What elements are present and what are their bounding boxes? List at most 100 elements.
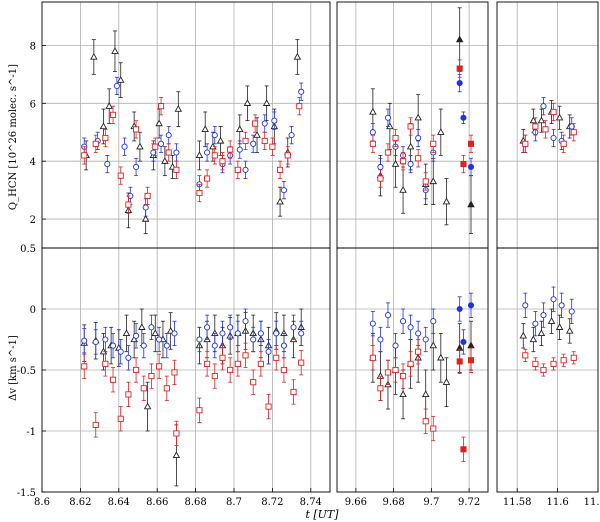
triangle-marker (143, 402, 152, 410)
y-tick-label: 4 (30, 157, 36, 168)
square-marker (540, 366, 547, 374)
square-data-point (522, 348, 529, 362)
square-data-point (377, 169, 384, 188)
square-data-point (467, 347, 475, 373)
triangle-marker (429, 177, 438, 185)
square-data-point (227, 140, 234, 159)
circle-marker (392, 342, 399, 349)
circle-marker (157, 140, 165, 147)
triangle-marker (111, 47, 119, 54)
triangle-marker (130, 335, 138, 343)
triangle-data-point (90, 39, 98, 75)
circle-data-point (211, 332, 218, 359)
circle-marker (140, 342, 147, 349)
square-data-point (430, 415, 437, 442)
triangle-marker (90, 52, 98, 60)
circle-marker (540, 312, 547, 319)
circle-data-point (558, 292, 565, 318)
square-data-point (550, 102, 557, 122)
circle-data-point (532, 311, 539, 337)
triangle-data-point (519, 323, 528, 349)
circle-data-point (273, 320, 280, 347)
circle-marker (422, 336, 429, 343)
square-data-point (384, 359, 392, 386)
square-data-point (400, 363, 407, 389)
circle-data-point (157, 134, 165, 153)
square-data-point (532, 117, 539, 136)
square-data-point (102, 128, 109, 148)
square-data-point (280, 357, 287, 383)
square-data-point (532, 357, 539, 371)
panel-frame (496, 247, 599, 493)
triangle-data-point (116, 62, 125, 98)
circle-data-point (290, 314, 297, 340)
triangle-data-point (195, 140, 204, 171)
square-marker (140, 385, 147, 392)
square-marker (522, 140, 529, 147)
square-data-point (133, 357, 140, 383)
circle-data-point (384, 302, 392, 328)
triangle-data-point (547, 308, 556, 334)
square-data-point (542, 120, 549, 139)
circle-data-point (165, 126, 172, 145)
triangle-marker (141, 214, 150, 222)
square-data-point (152, 137, 159, 156)
triangle-marker (369, 107, 377, 115)
circle-marker (540, 103, 547, 110)
circle-marker (242, 166, 249, 173)
square-marker (430, 425, 437, 432)
square-marker (422, 418, 429, 425)
square-data-point (257, 351, 264, 377)
triangle-marker (391, 159, 400, 167)
circle-data-point (460, 329, 467, 355)
square-marker (400, 373, 407, 380)
square-marker (550, 108, 557, 116)
square-data-point (296, 97, 303, 116)
circle-marker (558, 302, 565, 309)
circle-data-point (196, 326, 203, 353)
square-marker (392, 366, 399, 374)
square-marker (415, 348, 422, 355)
triangle-marker (243, 99, 252, 106)
square-marker (165, 149, 172, 156)
square-marker (92, 140, 99, 147)
circle-marker (117, 348, 124, 355)
circle-data-point (271, 111, 278, 130)
x-tick-label: 8.7 (226, 497, 242, 508)
circle-data-point (467, 292, 475, 318)
square-data-point (242, 131, 249, 151)
square-marker (117, 172, 124, 179)
square-marker (102, 360, 109, 367)
square-data-point (415, 149, 422, 168)
square-data-point (400, 152, 407, 171)
square-data-point (157, 97, 165, 116)
triangle-marker (421, 390, 430, 398)
square-marker (384, 369, 392, 376)
triangle-data-point (293, 39, 302, 75)
circle-marker (92, 338, 99, 345)
triangle-marker (105, 102, 113, 109)
circle-marker (377, 336, 384, 343)
circle-data-point (81, 328, 88, 354)
circle-data-point (280, 181, 287, 200)
square-data-point (560, 134, 567, 153)
circle-marker (234, 330, 241, 337)
square-marker (456, 65, 463, 72)
triangle-marker (565, 326, 574, 334)
square-marker (273, 354, 280, 361)
triangle-marker (122, 329, 131, 337)
square-data-point (92, 134, 99, 153)
square-marker (284, 152, 291, 159)
circle-data-point (261, 114, 268, 133)
triangle-marker (209, 142, 217, 150)
circle-marker (290, 324, 297, 331)
circle-marker (236, 146, 243, 153)
square-marker (415, 155, 422, 162)
square-marker (570, 129, 577, 136)
grid-lines (42, 2, 598, 492)
square-data-point (430, 134, 437, 153)
square-data-point (234, 351, 241, 377)
circle-marker (163, 342, 170, 349)
square-marker (196, 189, 203, 197)
square-marker (269, 143, 276, 150)
